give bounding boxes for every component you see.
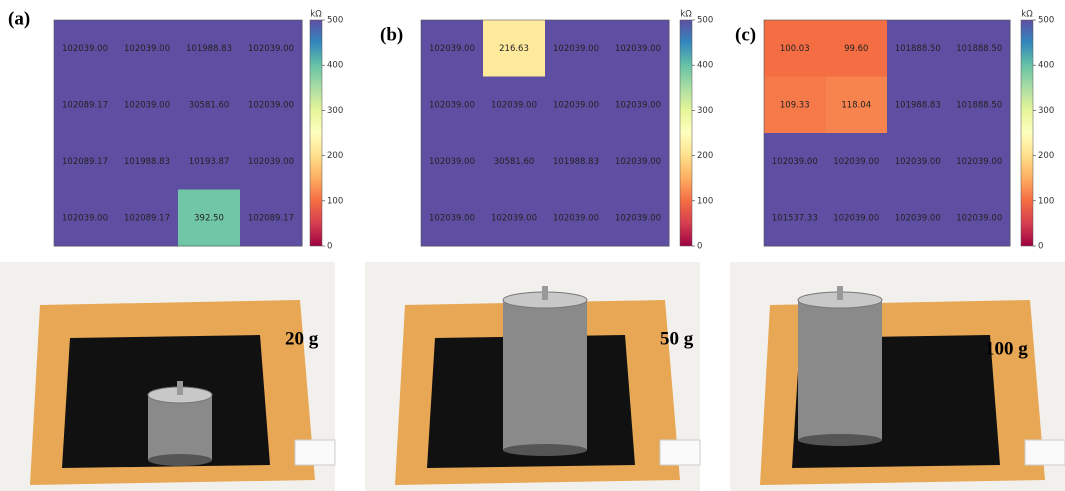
cell-label: 101988.83 bbox=[553, 157, 599, 167]
colorbar-tick-label: 400 bbox=[1038, 61, 1054, 71]
colorbar-tick-label: 400 bbox=[697, 61, 713, 71]
cell-label: 102039.00 bbox=[615, 213, 661, 223]
panel-label: (a) bbox=[8, 8, 30, 29]
cell-label: 102089.17 bbox=[124, 213, 170, 223]
cell-label: 102039.00 bbox=[124, 100, 170, 110]
cell-label: 102039.00 bbox=[615, 100, 661, 110]
weight-knob bbox=[837, 286, 843, 300]
colorbar-tick-label: 300 bbox=[697, 106, 713, 116]
weight-knob bbox=[542, 286, 548, 300]
cell-label: 102039.00 bbox=[248, 44, 294, 54]
colorbar-tick-label: 400 bbox=[327, 61, 343, 71]
cell-label: 102039.00 bbox=[62, 44, 108, 54]
cell-label: 102039.00 bbox=[553, 213, 599, 223]
cell-label: 102039.00 bbox=[895, 213, 941, 223]
cell-label: 216.63 bbox=[499, 44, 529, 54]
cell-label: 102039.00 bbox=[124, 44, 170, 54]
cell-label: 102039.00 bbox=[956, 157, 1002, 167]
colorbar-tick-label: 100 bbox=[1038, 196, 1054, 206]
colorbar-tick-label: 200 bbox=[697, 151, 713, 161]
cell-label: 102039.00 bbox=[429, 100, 475, 110]
cell-label: 102089.17 bbox=[62, 157, 108, 167]
cell-label: 102039.00 bbox=[429, 213, 475, 223]
figure: (a) 102039.00 102039.00 101988.83 102039.00 1… bbox=[0, 0, 1065, 491]
weight-label: 100 g bbox=[985, 338, 1028, 359]
weight-body bbox=[148, 395, 212, 460]
cell-label: 101988.83 bbox=[895, 100, 941, 110]
colorbar-tick-label: 500 bbox=[1038, 16, 1054, 26]
cell-label: 102039.00 bbox=[833, 157, 879, 167]
colorbar-tick-label: 0 bbox=[697, 242, 702, 252]
colorbar-title: kΩ bbox=[310, 10, 322, 20]
cell-label: 102039.00 bbox=[491, 100, 537, 110]
weight-bottom bbox=[148, 454, 212, 466]
cell-label: 101537.33 bbox=[772, 213, 818, 223]
connector bbox=[660, 440, 700, 465]
cell-label: 30581.60 bbox=[189, 100, 230, 110]
weight-body bbox=[798, 300, 882, 440]
cell-label: 10193.87 bbox=[189, 157, 230, 167]
cell-label: 102039.00 bbox=[429, 44, 475, 54]
panel-label: (c) bbox=[735, 24, 756, 45]
weight-bottom bbox=[798, 434, 882, 446]
panel-label: (b) bbox=[380, 24, 403, 45]
colorbar bbox=[310, 20, 322, 246]
cell-label: 109.33 bbox=[780, 100, 810, 110]
colorbar-tick-label: 500 bbox=[697, 16, 713, 26]
cell-label: 102039.00 bbox=[429, 157, 475, 167]
cell-label: 102039.00 bbox=[248, 157, 294, 167]
cell-label: 102039.00 bbox=[553, 44, 599, 54]
weight-label: 20 g bbox=[285, 328, 319, 349]
cell-label: 101988.83 bbox=[124, 157, 170, 167]
cell-label: 99.60 bbox=[844, 44, 868, 54]
cell-label: 102039.00 bbox=[772, 157, 818, 167]
colorbar bbox=[1021, 20, 1033, 246]
weight-bottom bbox=[503, 444, 587, 456]
cell-label: 102039.00 bbox=[615, 44, 661, 54]
colorbar-tick-label: 0 bbox=[1038, 242, 1043, 252]
cell-label: 102089.17 bbox=[248, 213, 294, 223]
cell-label: 102039.00 bbox=[956, 213, 1002, 223]
cell-label: 102039.00 bbox=[895, 157, 941, 167]
cell-label: 30581.60 bbox=[494, 157, 535, 167]
cell-label: 102039.00 bbox=[553, 100, 599, 110]
cell-label: 102039.00 bbox=[615, 157, 661, 167]
cell-label: 102039.00 bbox=[62, 213, 108, 223]
cell-label: 101988.83 bbox=[186, 44, 232, 54]
colorbar-tick-label: 0 bbox=[327, 242, 332, 252]
colorbar-tick-label: 100 bbox=[327, 196, 343, 206]
cell-label: 102039.00 bbox=[833, 213, 879, 223]
cell-label: 102089.17 bbox=[62, 100, 108, 110]
cell-label: 101888.50 bbox=[956, 100, 1002, 110]
cell-label: 118.04 bbox=[841, 100, 871, 110]
connector bbox=[295, 440, 335, 465]
weight-label: 50 g bbox=[660, 328, 694, 349]
cell-label: 101888.50 bbox=[956, 44, 1002, 54]
colorbar-tick-label: 500 bbox=[327, 16, 343, 26]
connector bbox=[1025, 440, 1065, 465]
colorbar-title: kΩ bbox=[1021, 10, 1033, 20]
colorbar-tick-label: 100 bbox=[697, 196, 713, 206]
cell-label: 102039.00 bbox=[248, 100, 294, 110]
colorbar-tick-label: 200 bbox=[327, 151, 343, 161]
colorbar-tick-label: 200 bbox=[1038, 151, 1054, 161]
cell-label: 101888.50 bbox=[895, 44, 941, 54]
weight-body bbox=[503, 300, 587, 450]
cell-label: 392.50 bbox=[194, 213, 224, 223]
colorbar-title: kΩ bbox=[680, 10, 692, 20]
colorbar-tick-label: 300 bbox=[327, 106, 343, 116]
colorbar bbox=[680, 20, 692, 246]
weight-knob bbox=[177, 381, 183, 395]
colorbar-tick-label: 300 bbox=[1038, 106, 1054, 116]
cell-label: 100.03 bbox=[780, 44, 810, 54]
cell-label: 102039.00 bbox=[491, 213, 537, 223]
